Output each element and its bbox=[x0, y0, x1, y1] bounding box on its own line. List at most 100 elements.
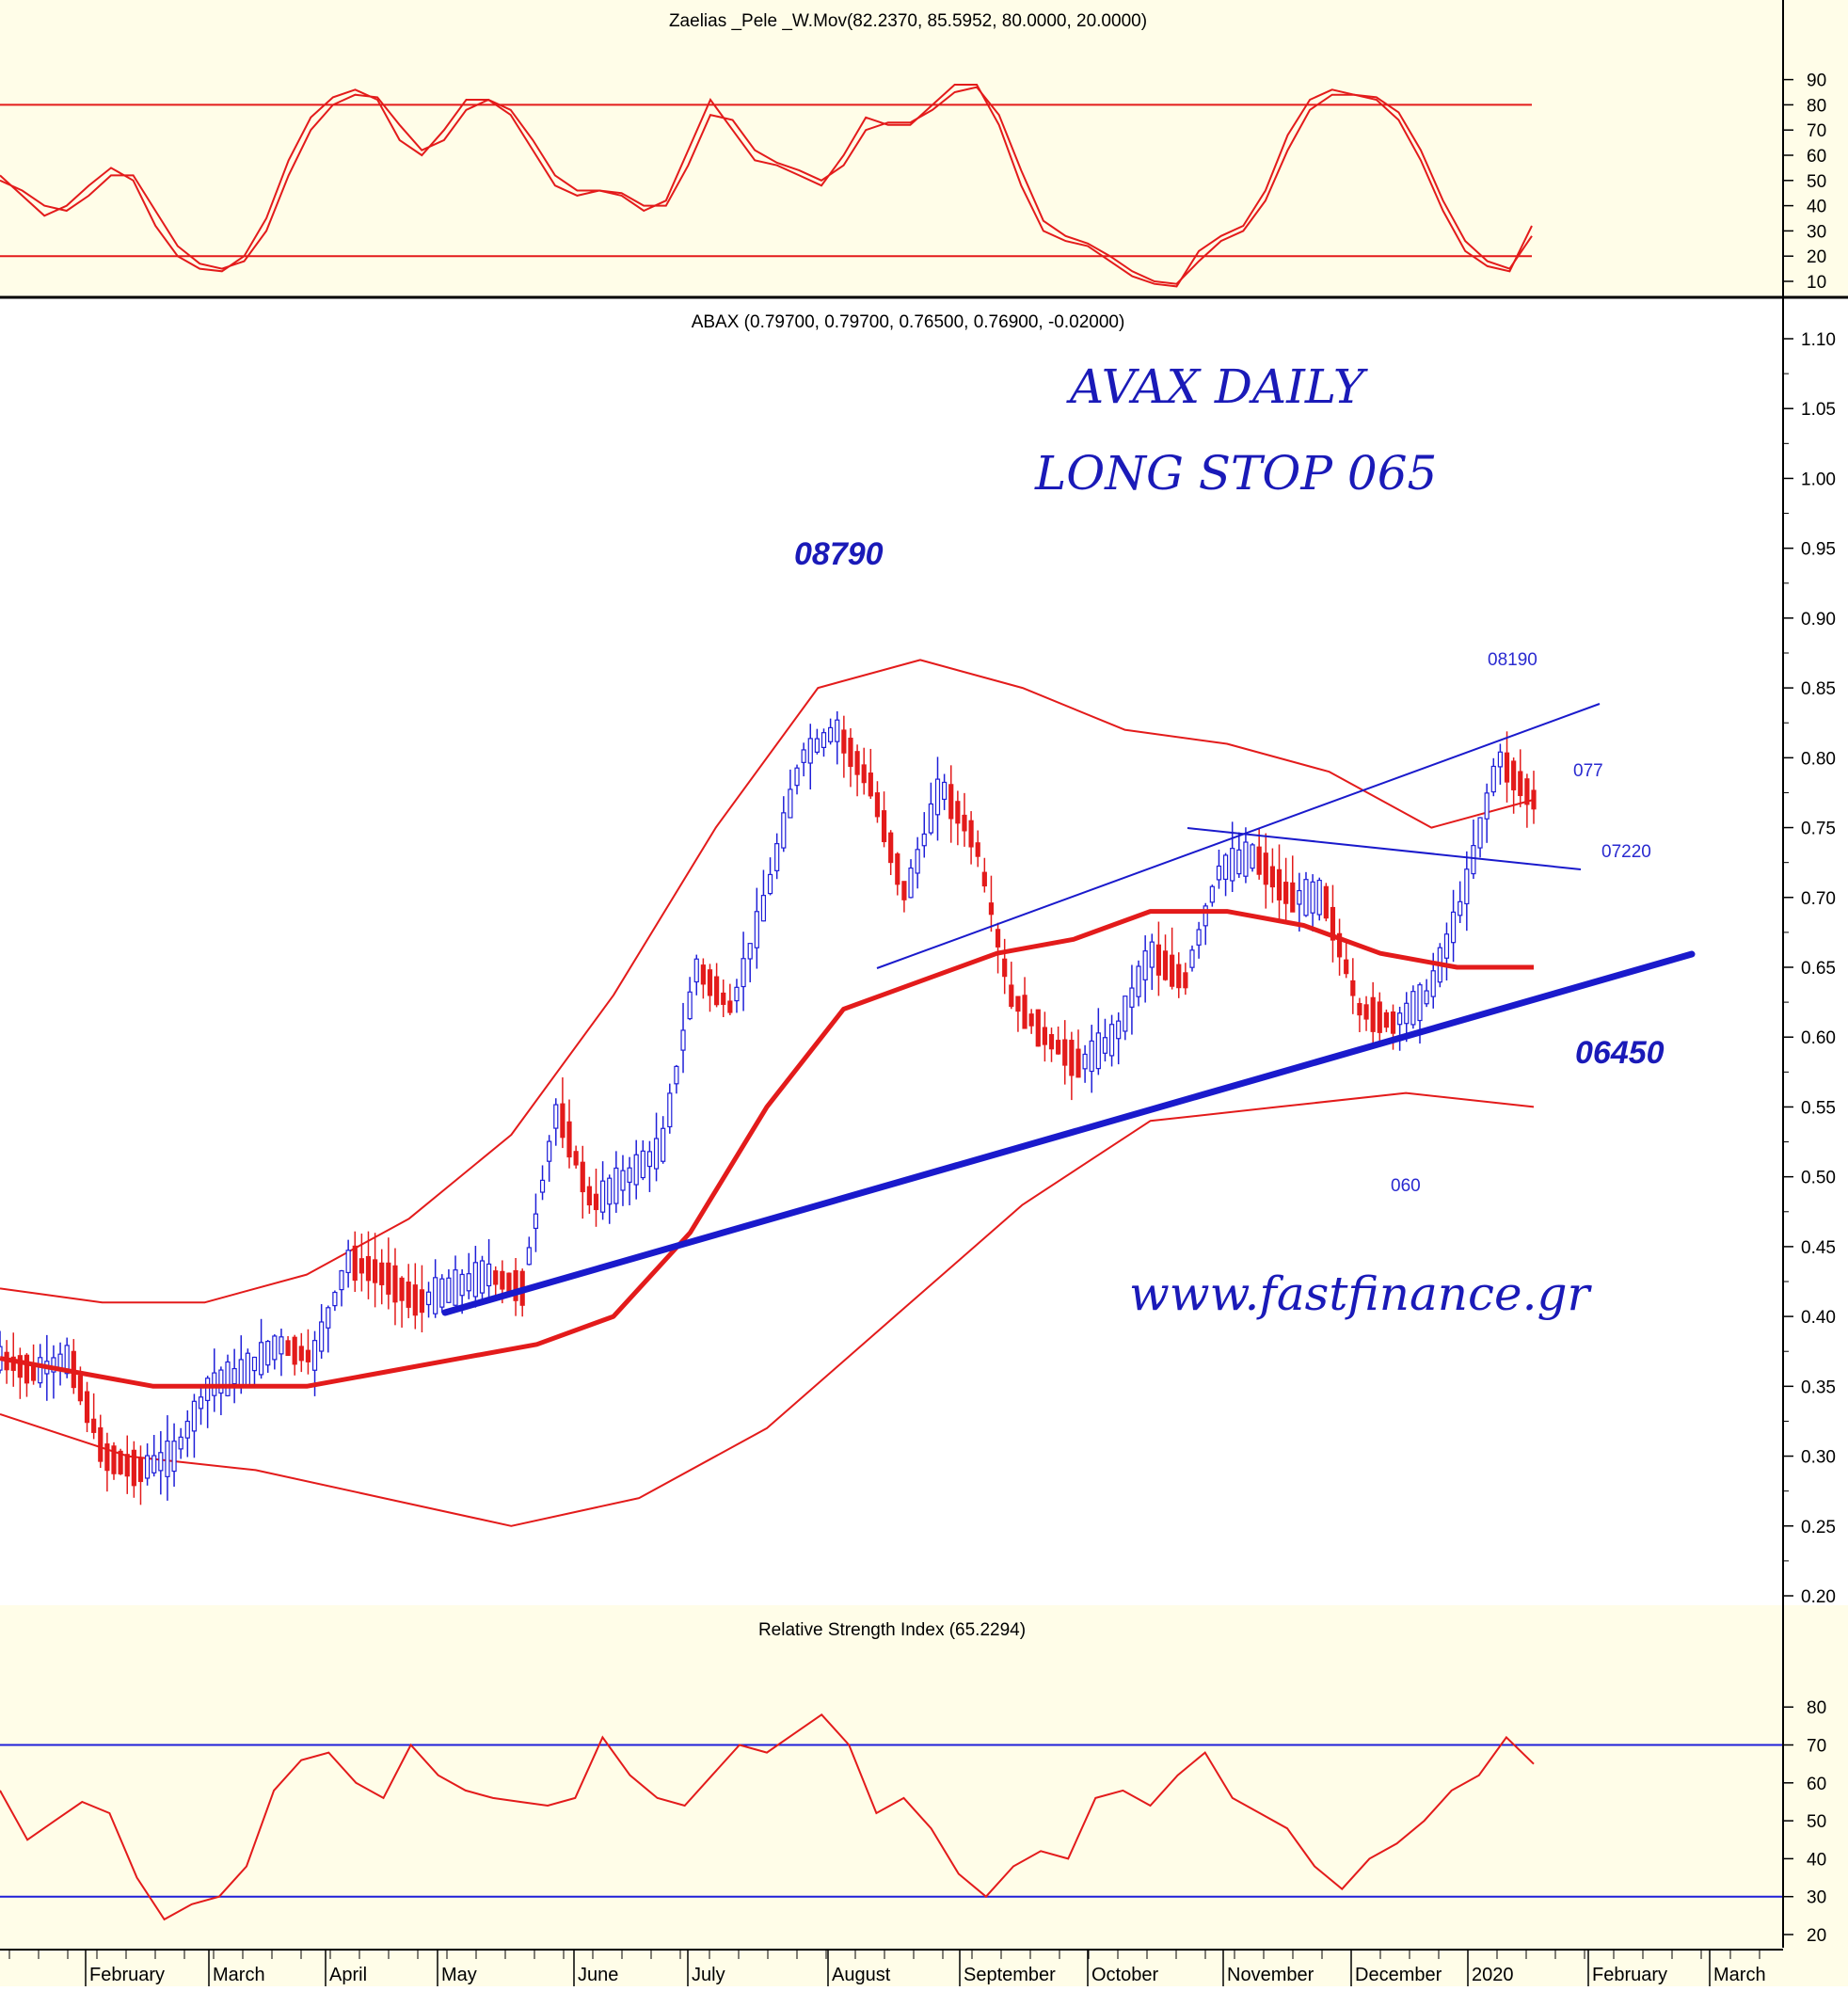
candle-body bbox=[1290, 882, 1296, 913]
candle-body bbox=[1028, 1013, 1034, 1027]
candle-body bbox=[158, 1452, 164, 1472]
candle-body bbox=[814, 738, 820, 753]
price-y-tick-label: 0.65 bbox=[1801, 959, 1836, 979]
rsi-y-tick-label: 70 bbox=[1807, 1737, 1826, 1757]
price-background bbox=[0, 299, 1848, 1605]
price-y-tick-label: 1.10 bbox=[1801, 330, 1836, 350]
moving-average-line bbox=[0, 909, 1534, 1389]
candle-body bbox=[908, 867, 914, 899]
x-axis-month-label: February bbox=[1592, 1965, 1667, 1985]
x-axis-month-label: March bbox=[1713, 1965, 1766, 1985]
stochastic-series-line bbox=[0, 86, 1533, 285]
x-axis-month-label: 2020 bbox=[1472, 1965, 1514, 1985]
candle-body bbox=[84, 1391, 90, 1424]
candle-body bbox=[305, 1349, 311, 1362]
candle-body bbox=[446, 1277, 452, 1303]
upper-band-line bbox=[0, 659, 1535, 1304]
candle-body bbox=[1035, 1009, 1041, 1047]
candle-body bbox=[573, 1151, 579, 1166]
candle-body bbox=[472, 1262, 478, 1298]
candle-body bbox=[1383, 1011, 1390, 1028]
price-y-tick-label: 0.95 bbox=[1801, 540, 1836, 560]
candle-body bbox=[1250, 844, 1255, 869]
stochastic-y-tick-label: 90 bbox=[1807, 72, 1826, 91]
candle-body bbox=[339, 1270, 344, 1291]
candle-body bbox=[352, 1245, 358, 1282]
resistance-trendline bbox=[1187, 827, 1582, 870]
price-y-tick-label: 0.45 bbox=[1801, 1238, 1836, 1258]
stochastic-y-tick-label: 80 bbox=[1807, 96, 1826, 116]
candle-body bbox=[91, 1418, 97, 1433]
price-y-tick-label: 0.60 bbox=[1801, 1028, 1836, 1048]
candle-body bbox=[1136, 965, 1141, 997]
candle-body bbox=[754, 911, 759, 948]
candle-body bbox=[392, 1265, 398, 1303]
candle-body bbox=[365, 1255, 372, 1282]
stochastic-y-tick-label: 50 bbox=[1807, 172, 1826, 192]
candle-body bbox=[620, 1170, 626, 1191]
candle-body bbox=[1176, 964, 1182, 989]
candle-body bbox=[633, 1154, 639, 1186]
candle-body bbox=[265, 1340, 271, 1366]
candle-body bbox=[379, 1262, 385, 1285]
candle-body bbox=[326, 1307, 331, 1329]
price-y-tick-label: 1.05 bbox=[1801, 400, 1836, 420]
candle-body bbox=[38, 1357, 43, 1384]
candle-body bbox=[292, 1336, 297, 1365]
candle-body bbox=[1116, 1020, 1122, 1040]
price-y-tick-label: 0.20 bbox=[1801, 1587, 1836, 1607]
rsi-background bbox=[0, 1605, 1848, 1948]
candle-body bbox=[968, 820, 974, 848]
candle-body bbox=[198, 1396, 204, 1410]
candle-body bbox=[868, 773, 873, 797]
candle-body bbox=[1022, 995, 1028, 1029]
price-y-tick-label: 0.75 bbox=[1801, 820, 1836, 839]
stochastic-y-tick-label: 60 bbox=[1807, 147, 1826, 167]
candle-body bbox=[231, 1367, 237, 1385]
support-trendline bbox=[441, 950, 1696, 1316]
candle-body bbox=[373, 1259, 378, 1283]
candle-body bbox=[607, 1177, 613, 1205]
candle-body bbox=[459, 1273, 465, 1297]
candle-body bbox=[1216, 865, 1222, 881]
candle-body bbox=[820, 732, 827, 748]
price-panel: ABAX (0.79700, 0.79700, 0.76500, 0.76900… bbox=[0, 299, 1848, 1607]
candle-body bbox=[942, 781, 948, 801]
candle-body bbox=[118, 1450, 123, 1474]
candle-body bbox=[258, 1342, 264, 1376]
candle-body bbox=[646, 1151, 653, 1168]
candle-body bbox=[1524, 778, 1530, 805]
price-y-tick-label: 0.90 bbox=[1801, 610, 1836, 629]
candle-body bbox=[137, 1457, 144, 1483]
candle-body bbox=[104, 1443, 110, 1472]
candle-body bbox=[151, 1455, 157, 1473]
rsi-series-line bbox=[0, 1712, 1535, 1921]
candle-body bbox=[741, 958, 746, 988]
candle-body bbox=[1236, 849, 1242, 875]
candle-body bbox=[975, 842, 980, 857]
candle-body bbox=[1357, 1003, 1362, 1016]
candle-body bbox=[1209, 885, 1215, 903]
candle-body bbox=[466, 1273, 471, 1292]
candle-body bbox=[1196, 929, 1202, 946]
candle-body bbox=[627, 1167, 632, 1184]
candle-body bbox=[861, 764, 867, 784]
candle-body bbox=[486, 1263, 492, 1287]
candle-body bbox=[1189, 949, 1195, 968]
candle-body bbox=[131, 1449, 136, 1487]
candle-body bbox=[1283, 882, 1289, 904]
candle-body bbox=[1170, 954, 1175, 987]
candle-body bbox=[386, 1262, 391, 1295]
candle-body bbox=[747, 943, 753, 960]
annotation-077: 077 bbox=[1573, 761, 1603, 781]
candle-body bbox=[760, 895, 767, 922]
candle-body bbox=[319, 1321, 325, 1352]
candle-body bbox=[828, 726, 834, 742]
candle-body bbox=[225, 1361, 231, 1396]
annotation-high-08790: 08790 bbox=[794, 536, 884, 572]
candle-body bbox=[332, 1291, 338, 1307]
annotation-title: AVAX DAILY bbox=[1066, 359, 1368, 414]
candle-body bbox=[841, 729, 847, 754]
price-y-tick-label: 0.40 bbox=[1801, 1308, 1836, 1328]
